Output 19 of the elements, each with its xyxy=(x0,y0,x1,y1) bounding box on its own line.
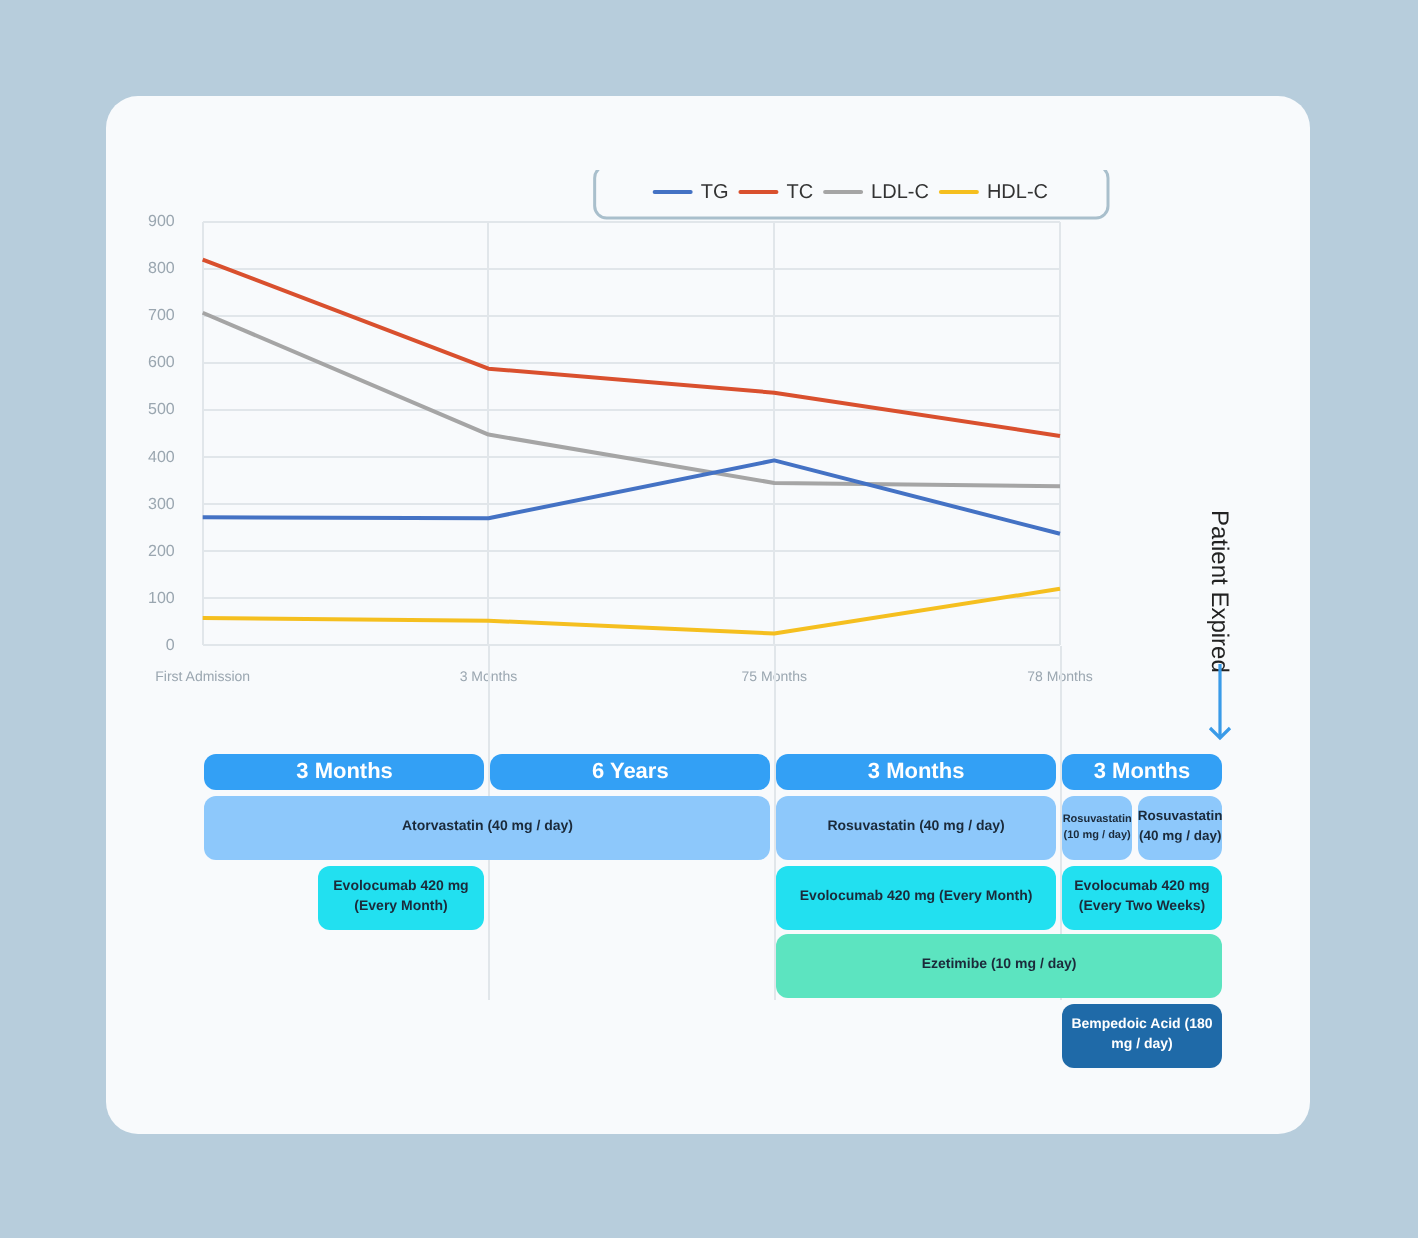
y-tick-label: 300 xyxy=(147,494,176,513)
text: 3 Months xyxy=(204,754,485,790)
y-tick-label: 900 xyxy=(147,212,176,231)
y-tick-label: 100 xyxy=(147,588,176,607)
legend-label: HDL-C xyxy=(986,181,1049,204)
legend-label: TC xyxy=(786,181,814,204)
y-tick-label: 200 xyxy=(147,541,176,560)
y-tick-label: 600 xyxy=(147,353,176,372)
y-tick-label: 800 xyxy=(147,259,176,278)
y-tick-label: 700 xyxy=(147,306,176,325)
y-tick-label: 400 xyxy=(147,447,176,466)
legend-label: TG xyxy=(700,181,729,204)
y-tick-label: 500 xyxy=(147,400,176,419)
y-tick-label: 0 xyxy=(165,635,176,654)
text: 3 Months xyxy=(776,754,1056,790)
text: 3 Months xyxy=(1062,754,1222,790)
legend-label: LDL-C xyxy=(871,181,929,204)
text: Patient Expired xyxy=(1206,510,1234,673)
text: 6 Years xyxy=(490,754,771,790)
